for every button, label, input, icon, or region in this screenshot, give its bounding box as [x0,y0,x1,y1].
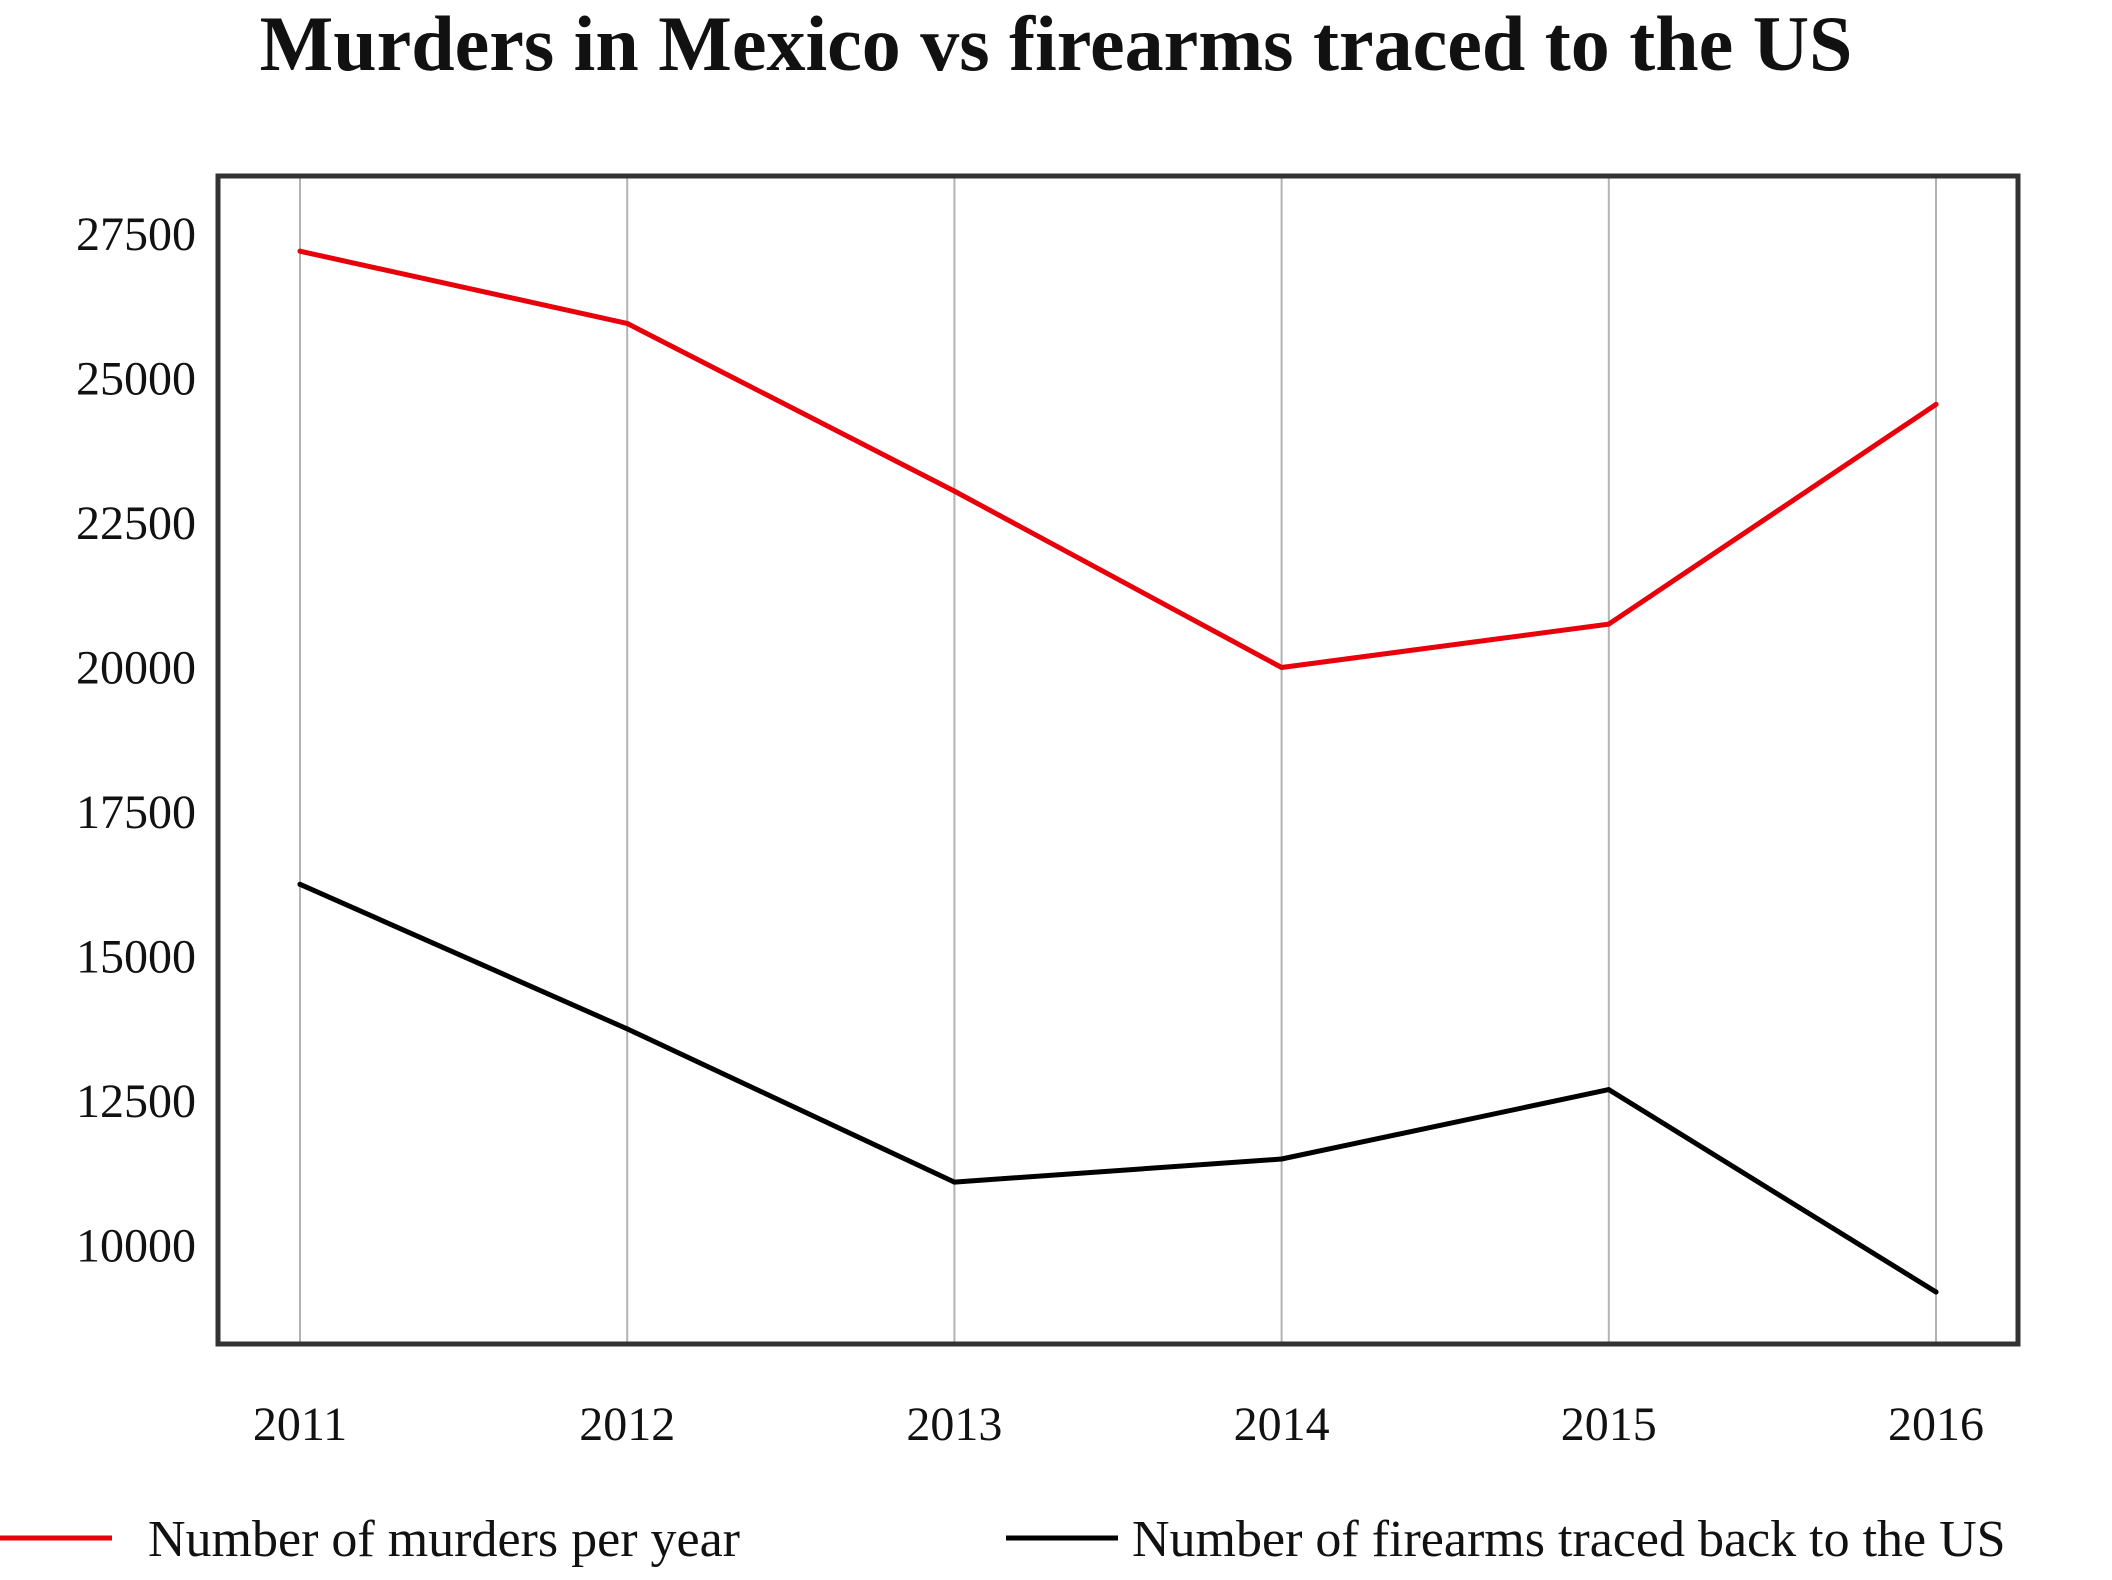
y-tick-label-22500: 22500 [76,497,196,550]
grid-lines [299,176,1937,1344]
series-line-1 [297,248,1939,670]
legend-label-series-2: Number of firearms traced back to the US [1132,1511,2006,1568]
chart-title: Murders in Mexico vs firearms traced to … [260,0,1853,87]
plot-frame [215,173,2021,1347]
series-lines [297,248,1939,1295]
x-tick-label-2016: 2016 [1888,1398,1984,1451]
series-line-2 [297,881,1939,1295]
y-tick-label-10000: 10000 [76,1220,196,1273]
y-axis-ticks: 10000 12500 15000 17500 20000 22500 25000 27500 [76,208,196,1273]
data-point-series-2-2014 [1279,1156,1285,1162]
x-tick-label-2014: 2014 [1234,1398,1330,1451]
data-point-series-1-2011 [297,248,303,254]
data-point-series-2-2015 [1606,1087,1612,1093]
data-point-series-1-2014 [1279,664,1285,670]
y-tick-label-25000: 25000 [76,352,196,405]
data-point-series-2-2012 [624,1026,630,1032]
data-point-series-1-2013 [951,488,957,494]
legend-label-series-1: Number of murders per year [148,1511,740,1568]
data-point-series-1-2016 [1933,401,1939,407]
y-tick-label-12500: 12500 [76,1075,196,1128]
y-tick-label-20000: 20000 [76,641,196,694]
data-point-series-2-2013 [951,1179,957,1185]
x-tick-label-2013: 2013 [906,1398,1002,1451]
data-point-series-2-2011 [297,881,303,887]
legend: Number of murders per year Number of fire… [0,1511,2006,1568]
y-tick-label-15000: 15000 [76,931,196,984]
x-axis-ticks: 2011 2012 2013 2014 2015 2016 [253,1398,1984,1451]
x-tick-label-2011: 2011 [253,1398,347,1451]
data-point-series-1-2015 [1606,621,1612,627]
y-tick-label-27500: 27500 [76,208,196,261]
data-point-series-2-2016 [1933,1289,1939,1295]
y-tick-label-17500: 17500 [76,786,196,839]
data-point-series-1-2012 [624,320,630,326]
x-tick-label-2015: 2015 [1561,1398,1657,1451]
x-tick-label-2012: 2012 [579,1398,675,1451]
